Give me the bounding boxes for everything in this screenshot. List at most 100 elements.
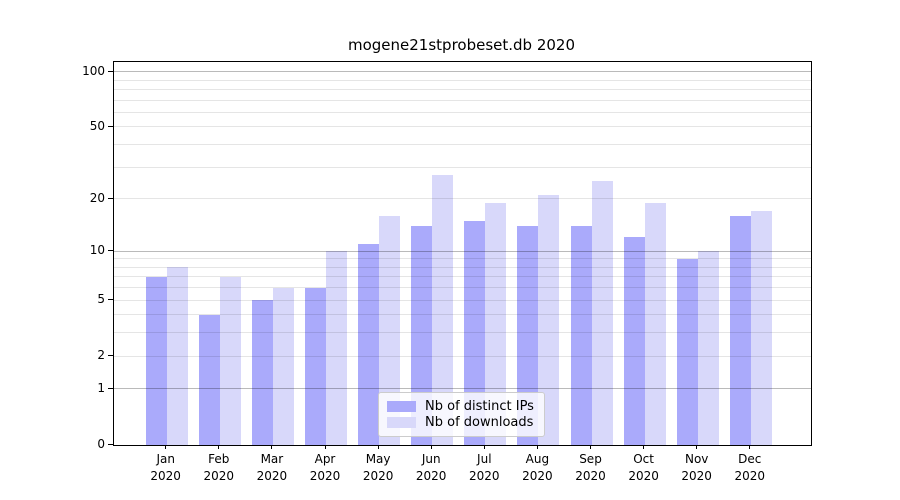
x-tick bbox=[324, 445, 326, 449]
gridline-minor bbox=[114, 88, 811, 90]
x-tick-month: Feb bbox=[208, 452, 230, 466]
x-tick-label: Dec 2020 bbox=[720, 451, 780, 484]
x-tick bbox=[536, 445, 538, 449]
legend-entry-distinct-ips: Nb of distinct IPs bbox=[387, 399, 536, 414]
bar-distinct-ips bbox=[570, 225, 592, 445]
x-tick bbox=[483, 445, 485, 449]
bar-distinct-ips bbox=[676, 258, 698, 445]
x-tick-label: Oct 2020 bbox=[614, 451, 674, 484]
bar-downloads bbox=[272, 287, 294, 445]
gridline-minor bbox=[114, 266, 811, 268]
bar-distinct-ips bbox=[251, 300, 273, 445]
x-tick-year: 2020 bbox=[522, 468, 553, 483]
x-tick-year: 2020 bbox=[628, 468, 659, 483]
x-tick bbox=[377, 445, 379, 449]
x-tick-month: Oct bbox=[633, 452, 654, 466]
gridline-minor bbox=[114, 111, 811, 113]
bar-downloads bbox=[591, 181, 613, 445]
chart-title: mogene21stprobeset.db 2020 bbox=[347, 36, 576, 54]
gridline-minor bbox=[114, 144, 811, 146]
x-tick-year: 2020 bbox=[681, 468, 712, 483]
x-tick bbox=[696, 445, 698, 449]
y-tick bbox=[108, 444, 113, 445]
x-tick-month: Dec bbox=[738, 452, 762, 466]
bar-distinct-ips bbox=[145, 276, 167, 445]
legend-swatch-downloads bbox=[387, 417, 416, 428]
bar-downloads bbox=[379, 215, 401, 445]
y-tick-label: 2 bbox=[97, 348, 105, 363]
bar-distinct-ips bbox=[729, 215, 751, 445]
x-tick-year: 2020 bbox=[203, 468, 235, 483]
gridline-minor bbox=[114, 287, 811, 289]
gridline-major bbox=[114, 388, 811, 390]
x-tick-month: Nov bbox=[684, 452, 709, 466]
x-tick-label: Nov 2020 bbox=[667, 451, 727, 484]
y-tick-label: 1 bbox=[97, 380, 105, 395]
bar-distinct-ips bbox=[198, 314, 220, 445]
y-tick-label: 5 bbox=[97, 292, 105, 307]
x-tick-month: May bbox=[365, 452, 391, 466]
x-tick bbox=[271, 445, 273, 449]
x-tick-month: Jun bbox=[421, 452, 441, 466]
gridline-major bbox=[114, 71, 811, 73]
y-tick bbox=[108, 125, 113, 127]
gridline-minor bbox=[114, 166, 811, 168]
x-tick bbox=[749, 445, 751, 449]
bar-distinct-ips bbox=[623, 237, 645, 445]
x-tick-month: Apr bbox=[314, 452, 336, 466]
y-tick-label: 20 bbox=[89, 190, 105, 205]
gridline-minor bbox=[114, 276, 811, 278]
bar-distinct-ips bbox=[411, 225, 433, 445]
y-tick bbox=[108, 197, 113, 199]
y-tick-label: 100 bbox=[82, 63, 105, 78]
x-tick-label: Feb 2020 bbox=[189, 451, 249, 484]
x-tick-label: Jan 2020 bbox=[136, 451, 196, 484]
x-tick-year: 2020 bbox=[256, 468, 288, 483]
x-tick-month: Aug bbox=[525, 452, 550, 466]
y-tick bbox=[108, 355, 113, 357]
gridline-minor bbox=[114, 198, 811, 200]
x-tick bbox=[165, 445, 167, 449]
y-tick-label: 0 bbox=[97, 437, 105, 451]
x-tick-month: Jan bbox=[156, 452, 175, 466]
bar-distinct-ips bbox=[358, 243, 380, 445]
x-tick-label: Jun 2020 bbox=[401, 451, 461, 484]
x-tick-month: Sep bbox=[579, 452, 602, 466]
bar-distinct-ips bbox=[464, 220, 486, 445]
bar-distinct-ips bbox=[305, 287, 326, 445]
y-tick bbox=[108, 250, 113, 251]
x-tick-year: 2020 bbox=[575, 468, 606, 483]
x-tick-year: 2020 bbox=[309, 468, 341, 483]
x-tick bbox=[218, 445, 220, 449]
x-tick-year: 2020 bbox=[150, 468, 181, 483]
x-tick-year: 2020 bbox=[469, 468, 500, 483]
bar-downloads bbox=[697, 251, 719, 445]
bar-distinct-ips bbox=[517, 225, 539, 445]
gridline-minor bbox=[114, 332, 811, 334]
y-tick bbox=[108, 387, 113, 389]
bar-downloads bbox=[750, 211, 772, 445]
x-tick-label: May 2020 bbox=[348, 451, 408, 484]
x-tick-month: Jul bbox=[477, 452, 492, 466]
y-tick bbox=[108, 299, 113, 301]
x-tick-label: Aug 2020 bbox=[507, 451, 567, 484]
bar-downloads bbox=[432, 175, 454, 445]
gridline-minor bbox=[114, 314, 811, 316]
x-tick-year: 2020 bbox=[734, 468, 766, 483]
plot-area: Nb of distinct IPs Nb of downloads bbox=[113, 61, 812, 446]
x-tick-year: 2020 bbox=[362, 468, 394, 483]
legend-label-distinct-ips: Nb of distinct IPs bbox=[425, 399, 534, 414]
legend: Nb of distinct IPs Nb of downloads bbox=[378, 392, 545, 437]
x-tick-year: 2020 bbox=[415, 468, 447, 483]
x-tick-label: Jul 2020 bbox=[454, 451, 514, 484]
bar-downloads bbox=[538, 194, 560, 445]
gridline-minor bbox=[114, 126, 811, 128]
x-tick bbox=[590, 445, 591, 449]
gridline-minor bbox=[114, 299, 811, 301]
bar-downloads bbox=[485, 202, 507, 445]
x-tick-label: Apr 2020 bbox=[295, 451, 355, 484]
y-tick-label: 10 bbox=[89, 243, 105, 257]
gridline-minor bbox=[114, 99, 811, 101]
gridline-minor bbox=[114, 79, 811, 81]
